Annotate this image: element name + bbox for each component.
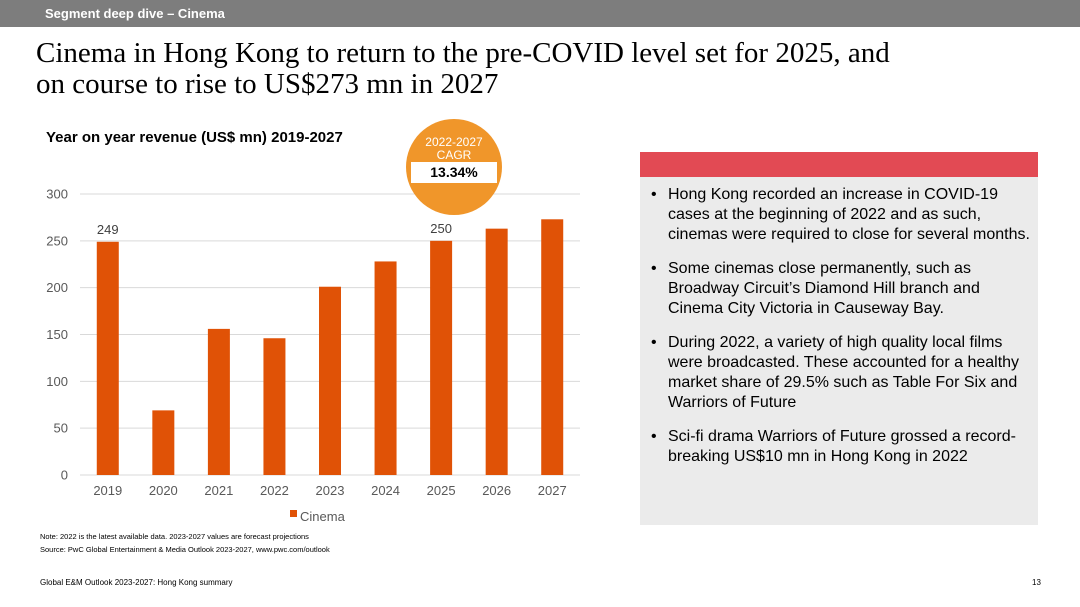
bar-2026 <box>485 228 508 475</box>
chart-title: Year on year revenue (US$ mn) 2019-2027 <box>46 129 343 146</box>
section-header-bar: Segment deep dive – Cinema <box>0 0 1080 27</box>
commentary-bullet: Some cinemas close permanently, such as … <box>650 259 1030 319</box>
bar-2025 <box>430 240 453 475</box>
chart-source: Source: PwC Global Entertainment & Media… <box>40 545 330 554</box>
x-tick-label: 2019 <box>93 483 122 498</box>
cagr-badge: 2022-2027 CAGR 13.34% <box>406 119 502 215</box>
y-tick-label: 250 <box>46 233 68 248</box>
cagr-badge-period: 2022-2027 <box>425 135 483 149</box>
page-title-line-2: on course to rise to US$273 mn in 2027 <box>36 68 499 100</box>
data-label: 250 <box>430 221 452 236</box>
x-tick-label: 2025 <box>427 483 456 498</box>
x-tick-label: 2023 <box>316 483 345 498</box>
x-tick-label: 2020 <box>149 483 178 498</box>
bar-2027 <box>541 219 564 475</box>
revenue-bar-chart: 0 50 100 150 200 250 300 2019 2020 2021 2022 2023 20… <box>46 187 580 524</box>
y-tick-label: 100 <box>46 374 68 389</box>
legend-swatch <box>290 510 297 517</box>
y-tick-label: 50 <box>54 421 68 436</box>
commentary-bullet: Sci-fi drama Warriors of Future grossed … <box>650 427 1030 467</box>
bar-2024 <box>374 261 397 475</box>
y-tick-label: 300 <box>46 187 68 202</box>
legend-label: Cinema <box>300 509 346 524</box>
page-title-line-1: Cinema in Hong Kong to return to the pre… <box>36 37 890 69</box>
y-tick-label: 150 <box>46 327 68 342</box>
commentary-list: Hong Kong recorded an increase in COVID-… <box>650 185 1030 481</box>
bar-2019 <box>96 241 119 475</box>
cagr-badge-value: 13.34% <box>411 162 497 183</box>
page-title: Cinema in Hong Kong to return to the pre… <box>36 38 1046 100</box>
bar-2022 <box>263 338 286 475</box>
commentary-panel-header <box>640 152 1038 177</box>
y-tick-label: 200 <box>46 280 68 295</box>
chart-note: Note: 2022 is the latest available data.… <box>40 532 309 541</box>
commentary-panel: Hong Kong recorded an increase in COVID-… <box>640 152 1038 525</box>
page-number: 13 <box>1032 578 1041 587</box>
x-tick-label: 2026 <box>482 483 511 498</box>
x-tick-label: 2024 <box>371 483 400 498</box>
bar-2021 <box>207 328 230 475</box>
x-tick-label: 2021 <box>204 483 233 498</box>
y-tick-label: 0 <box>61 468 68 483</box>
x-tick-label: 2022 <box>260 483 289 498</box>
x-tick-label: 2027 <box>538 483 567 498</box>
footer-document-title: Global E&M Outlook 2023-2027: Hong Kong … <box>40 578 233 587</box>
bar-2020 <box>152 410 175 475</box>
commentary-bullet: Hong Kong recorded an increase in COVID-… <box>650 185 1030 245</box>
bar-2023 <box>319 286 341 475</box>
data-label: 249 <box>97 222 119 237</box>
section-label: Segment deep dive – Cinema <box>45 6 225 21</box>
cagr-badge-label: CAGR <box>436 148 472 162</box>
commentary-bullet: During 2022, a variety of high quality l… <box>650 333 1030 413</box>
